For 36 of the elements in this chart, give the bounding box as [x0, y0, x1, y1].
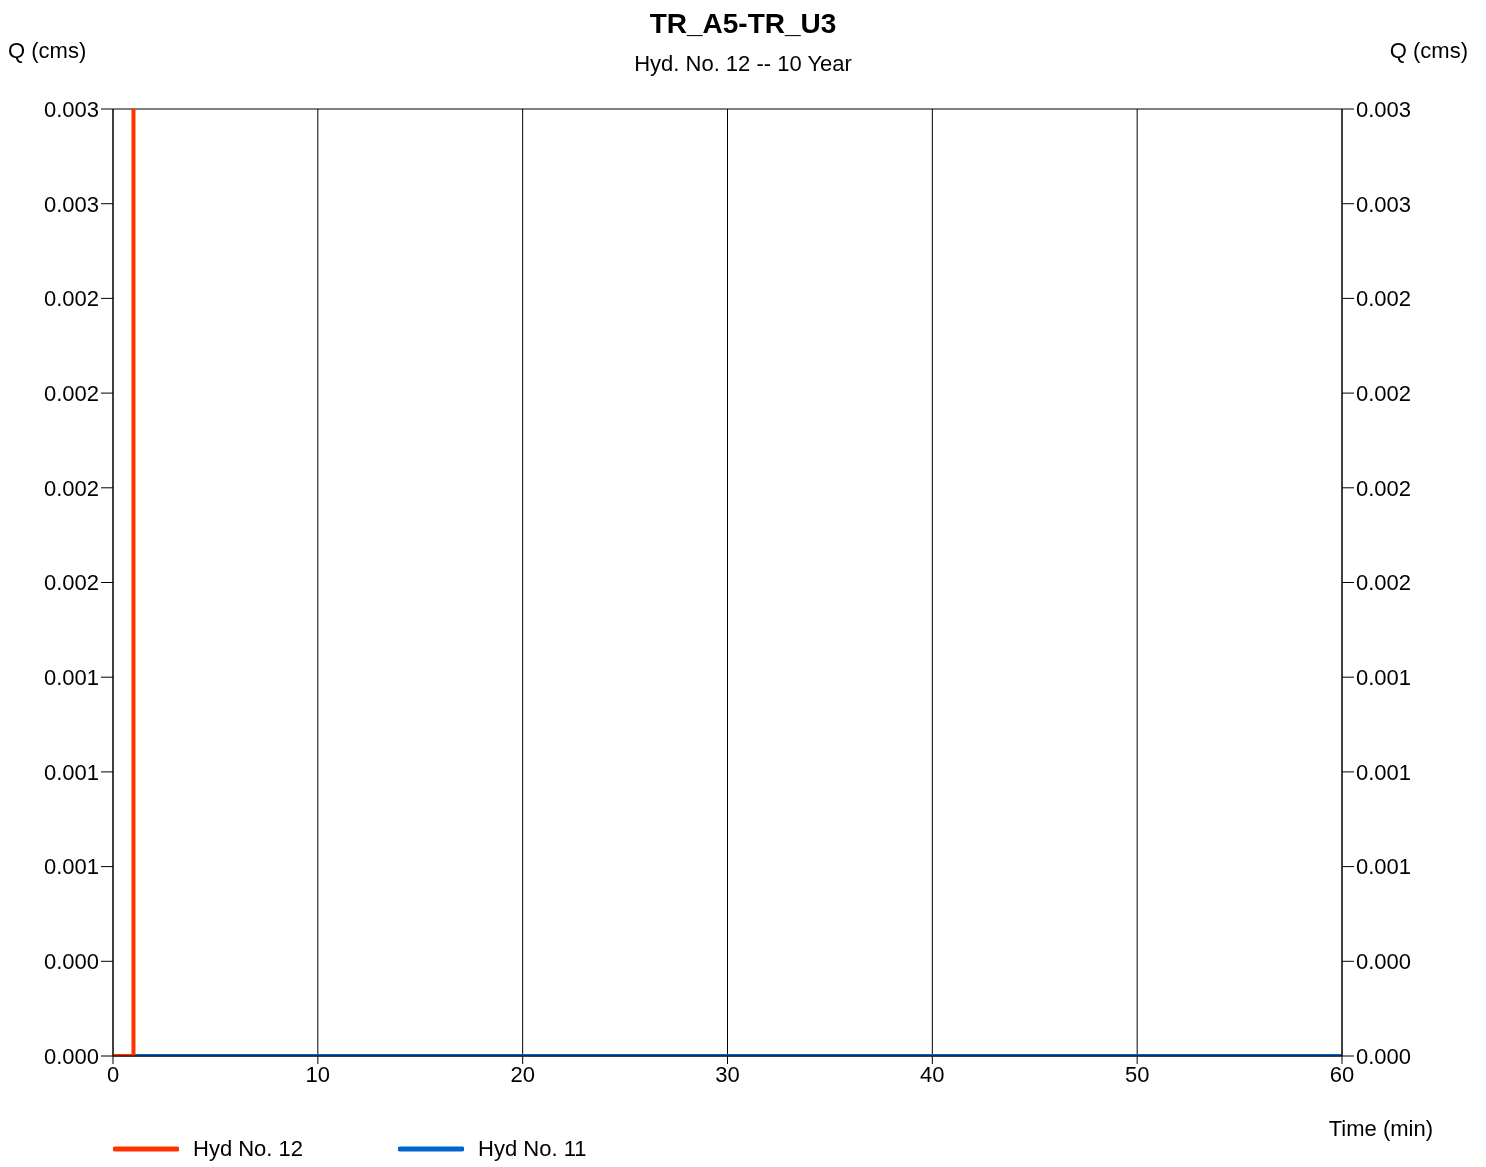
y2-tick-label: 0.002	[1356, 475, 1412, 501]
x-tick-label: 0	[106, 1061, 120, 1087]
y-tick-label: 0.002	[43, 286, 99, 312]
legend-label: Hyd No. 12	[193, 1136, 304, 1162]
y2-tick-label: 0.001	[1356, 665, 1412, 691]
x-tick-label: 10	[305, 1061, 331, 1087]
x-axis-title: Time (min)	[1328, 1116, 1433, 1142]
y2-tick-label: 0.000	[1356, 949, 1412, 975]
y2-tick-label: 0.001	[1356, 854, 1412, 880]
x-tick-label: 30	[715, 1061, 740, 1087]
x-tick-label: 40	[920, 1061, 945, 1087]
y2-tick-label: 0.003	[1356, 96, 1412, 122]
x-tick-label: 50	[1124, 1061, 1150, 1087]
y-tick-label: 0.003	[43, 96, 99, 122]
y2-axis-title: Q (cms)	[1389, 38, 1468, 64]
y2-tick-label: 0.001	[1356, 759, 1412, 785]
y2-tick-label: 0.003	[1356, 191, 1412, 217]
y2-tick-label: 0.002	[1356, 380, 1412, 406]
y-tick-label: 0.000	[43, 949, 99, 975]
chart-subtitle: Hyd. No. 12 -- 10 Year	[634, 51, 852, 76]
y2-tick-label: 0.002	[1356, 286, 1412, 312]
y2-tick-label: 0.002	[1356, 570, 1412, 596]
y-tick-label: 0.001	[43, 759, 99, 785]
x-tick-label: 20	[510, 1061, 535, 1087]
y-tick-label: 0.001	[43, 854, 99, 880]
y-tick-label: 0.001	[43, 665, 99, 691]
y-tick-label: 0.002	[43, 570, 99, 596]
chart-title: TR_A5-TR_U3	[649, 8, 837, 39]
legend-label: Hyd No. 11	[478, 1136, 587, 1162]
y-tick-label: 0.002	[43, 475, 99, 501]
y-tick-label: 0.002	[43, 380, 99, 406]
y-tick-label: 0.003	[43, 191, 99, 217]
y-axis-title: Q (cms)	[8, 38, 87, 64]
y2-tick-label: 0.000	[1356, 1043, 1412, 1069]
y-tick-label: 0.000	[43, 1043, 99, 1069]
x-tick-label: 60	[1329, 1061, 1355, 1087]
